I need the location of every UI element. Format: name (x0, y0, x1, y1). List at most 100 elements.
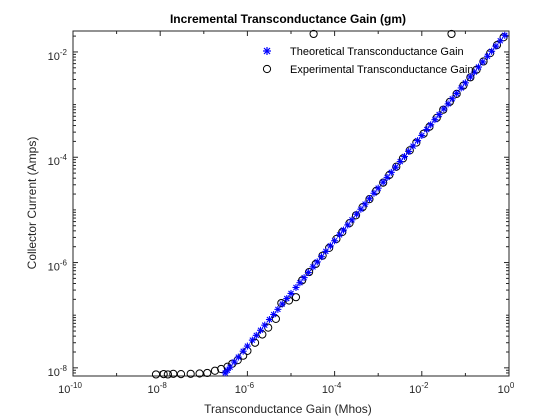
theoretical-point (466, 73, 474, 81)
theoretical-point (405, 147, 413, 155)
x-tick-label: 10-6 (235, 381, 255, 396)
x-axis-label: Transconductance Gain (Mhos) (204, 402, 372, 416)
theoretical-point (317, 253, 325, 261)
theoretical-point (444, 100, 452, 108)
theoretical-point (248, 336, 256, 344)
theoretical-point (304, 269, 312, 276)
y-axis-label: Collector Current (Amps) (25, 137, 39, 270)
theoretical-point (365, 195, 373, 203)
theoretical-point (353, 210, 361, 218)
y-tick-label: 10-2 (48, 48, 68, 63)
y-tick-label: 10-8 (48, 364, 68, 379)
theoretical-point (409, 142, 417, 150)
theoretical-point (387, 168, 395, 176)
experimental-point (159, 370, 168, 379)
experimental-point (195, 369, 204, 378)
theoretical-point (278, 300, 286, 308)
theoretical-point (448, 95, 456, 103)
legend: Theoretical Transconductance Gain Experi… (262, 46, 473, 76)
theoretical-point (313, 258, 321, 266)
experimental-point (203, 368, 212, 378)
theoretical-point (374, 184, 382, 192)
experimental-point (210, 366, 220, 375)
experimental-point (472, 65, 481, 74)
theoretical-point (457, 84, 465, 92)
theoretical-point (479, 58, 487, 66)
theoretical-point (423, 126, 431, 134)
experimental-point (258, 330, 267, 339)
y-tick-label: 10-6 (48, 259, 68, 274)
x-tick-label: 10-10 (58, 381, 82, 396)
x-tick-label: 10-8 (148, 381, 168, 396)
theoretical-point (261, 321, 269, 329)
theoretical-point (230, 358, 238, 366)
theoretical-point (344, 221, 352, 229)
plot-area (72, 30, 510, 377)
x-tick-label: 100 (498, 381, 515, 396)
x-tick-label: 10-4 (322, 381, 342, 396)
theoretical-point (370, 189, 378, 197)
theoretical-point (336, 231, 344, 239)
theoretical-point (322, 247, 330, 255)
theoretical-point (226, 363, 234, 371)
theoretical-point (492, 42, 500, 50)
theoretical-point (287, 289, 295, 297)
theoretical-point (331, 237, 339, 245)
experimental-point (351, 211, 361, 220)
theoretical-point (283, 295, 291, 303)
experimental-point (186, 369, 195, 378)
theoretical-point (396, 158, 404, 166)
experimental-point (385, 170, 394, 180)
theoretical-point (292, 283, 300, 291)
experimental-point (459, 81, 468, 90)
axis-ticks: 10-10 10-8 10-6 10-4 10-2 100 10-8 10-6 10-4 10-2 (48, 31, 515, 396)
theoretical-point (470, 68, 478, 76)
theoretical-point (383, 173, 391, 181)
theoretical-point (361, 200, 369, 208)
theoretical-point (274, 305, 282, 313)
theoretical-point (418, 131, 426, 139)
theoretical-point (340, 226, 347, 234)
theoretical-point (435, 111, 443, 119)
theoretical-point (300, 274, 308, 282)
theoretical-point (265, 316, 273, 324)
legend-marker-experimental (262, 64, 272, 74)
theoretical-point (496, 37, 504, 45)
theoretical-point (488, 47, 496, 55)
theoretical-point (475, 63, 483, 71)
experimental-point (163, 370, 172, 379)
theoretical-point (243, 342, 251, 350)
experimental-point (176, 370, 186, 379)
experimental-point (405, 146, 414, 155)
theoretical-point (348, 216, 356, 224)
experimental-point (277, 298, 286, 308)
theoretical-point (296, 279, 304, 287)
theoretical-point (270, 311, 278, 319)
theoretical-point (392, 163, 400, 171)
experimental-point (309, 29, 318, 39)
theoretical-point (234, 353, 242, 361)
legend-label-experimental: Experimental Transconductance Gain (290, 64, 473, 76)
theoretical-point (414, 137, 422, 145)
theoretical-point (453, 89, 461, 97)
experimental-point (439, 105, 448, 114)
theoretical-point (309, 263, 317, 271)
y-tick-label: 10-4 (48, 153, 68, 168)
theoretical-point (431, 116, 439, 124)
theoretical-point (400, 153, 408, 161)
experimental-point (318, 251, 327, 260)
theoretical-point (501, 31, 509, 39)
experimental-point (291, 293, 301, 302)
x-tick-label: 10-2 (409, 381, 429, 396)
experimental-point (298, 276, 307, 285)
theoretical-point (252, 331, 260, 339)
experimental-point (492, 40, 502, 50)
legend-marker-theoretical (263, 47, 271, 55)
legend-label-theoretical: Theoretical Transconductance Gain (290, 46, 464, 58)
series-layer (151, 29, 509, 379)
theoretical-point (483, 52, 491, 60)
theoretical-point (257, 326, 265, 334)
experimental-point (250, 338, 260, 347)
theoretical-point (440, 105, 448, 113)
